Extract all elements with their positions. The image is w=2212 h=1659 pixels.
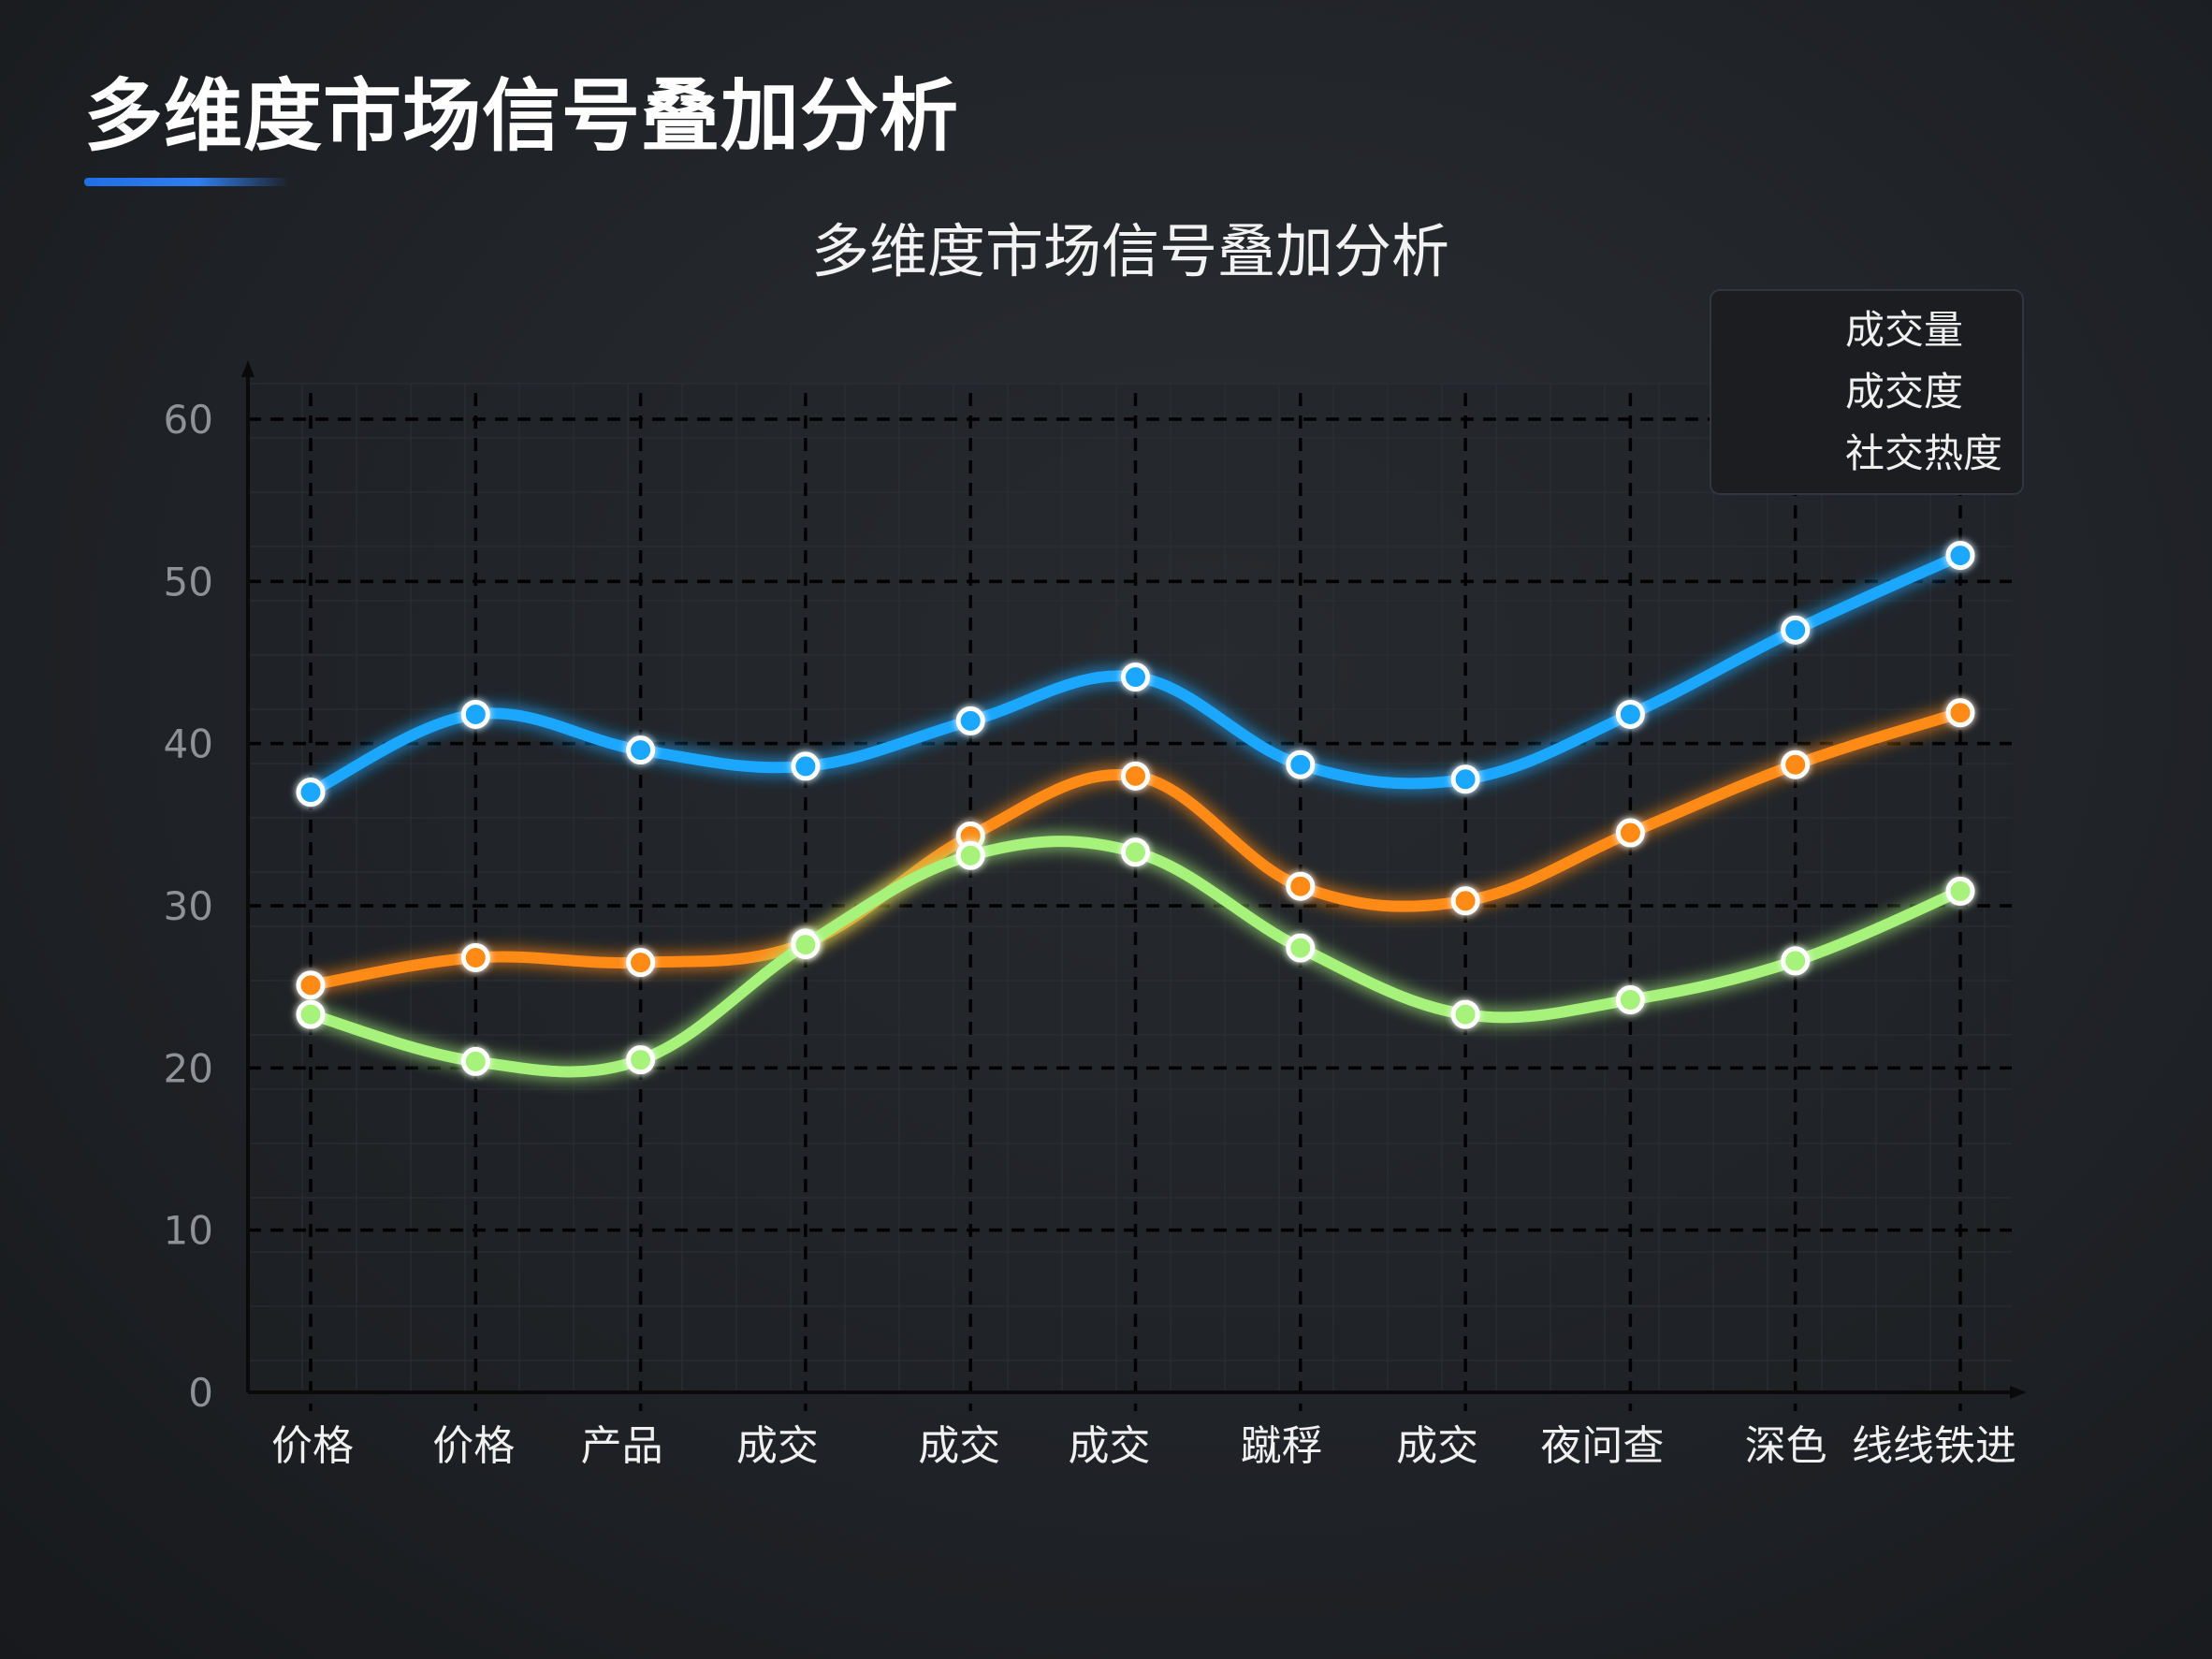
data-point <box>626 1045 656 1075</box>
data-point <box>1121 761 1150 791</box>
y-tick-label: 50 <box>164 559 213 604</box>
legend-label: 成交度 <box>1845 369 1963 415</box>
y-tick-label: 10 <box>164 1208 213 1254</box>
data-point <box>296 778 326 808</box>
plot-background <box>248 384 2012 1392</box>
data-point <box>1450 999 1480 1029</box>
y-tick-label: 40 <box>164 721 213 767</box>
x-tick-label: 成交 <box>736 1422 819 1470</box>
data-point <box>1945 698 1975 728</box>
data-point <box>955 706 985 735</box>
x-tick-label: 成交 <box>1069 1422 1151 1470</box>
data-point <box>626 948 656 978</box>
legend-label: 社交热度 <box>1845 430 2002 476</box>
x-tick-label: 成交 <box>918 1422 1000 1470</box>
data-point <box>460 699 490 729</box>
data-point <box>626 735 656 765</box>
x-tick-label: 价格 <box>271 1422 354 1470</box>
data-point <box>791 751 821 781</box>
y-tick-label: 20 <box>164 1045 213 1091</box>
data-point <box>1781 946 1811 976</box>
x-tick-label: 线线铁进 <box>1852 1422 2016 1470</box>
x-tick-label: 价格 <box>432 1422 515 1470</box>
y-tick-label: 0 <box>188 1370 213 1416</box>
chart-title: 多维度市场信号叠加分析 <box>811 217 1449 285</box>
x-tick-label: 深色 <box>1745 1422 1827 1470</box>
data-point <box>1781 615 1811 645</box>
y-axis-arrow <box>241 360 255 377</box>
data-point <box>296 999 326 1029</box>
x-tick-label: 成交 <box>1396 1422 1478 1470</box>
data-point <box>1121 662 1150 692</box>
x-axis-arrow <box>2010 1386 2027 1399</box>
page-heading: 多维度市场信号叠加分析 <box>84 70 960 162</box>
x-tick-label: 夜问查 <box>1540 1422 1664 1470</box>
y-tick-label: 60 <box>164 397 213 443</box>
data-point <box>1615 985 1645 1015</box>
heading-underline <box>84 178 290 186</box>
x-axis-ticks: 价格 价格 产品 成交 成交 成交 蹴稃 成交 夜问查 深色 线线铁进 <box>271 1422 2016 1470</box>
plot-area <box>247 383 2012 1392</box>
data-point <box>1615 699 1645 729</box>
series-3 <box>296 836 1975 1078</box>
data-point <box>1945 541 1975 571</box>
data-point <box>1286 933 1316 963</box>
legend-label: 成交量 <box>1845 307 1963 353</box>
data-point <box>1450 886 1480 916</box>
data-point <box>1945 876 1975 906</box>
data-point <box>460 942 490 972</box>
x-tick-label: 蹴稃 <box>1241 1422 1323 1470</box>
data-point <box>460 1046 490 1076</box>
series-1 <box>296 541 1975 808</box>
series-2 <box>296 698 1975 1000</box>
data-point <box>1286 871 1316 901</box>
series-group <box>296 541 1975 1078</box>
data-point <box>1450 764 1480 794</box>
data-point <box>1121 837 1150 867</box>
data-point <box>1781 749 1811 779</box>
y-tick-label: 30 <box>164 883 213 929</box>
y-axis-ticks: 0 10 20 30 40 50 60 <box>164 397 213 1416</box>
data-point <box>1286 749 1316 779</box>
legend-box <box>1710 289 2024 495</box>
data-point <box>296 970 326 1000</box>
data-point <box>791 930 821 960</box>
x-tick-label: 产品 <box>581 1422 663 1470</box>
data-point <box>1615 818 1645 848</box>
axes <box>241 360 2027 1399</box>
data-point <box>955 840 985 870</box>
